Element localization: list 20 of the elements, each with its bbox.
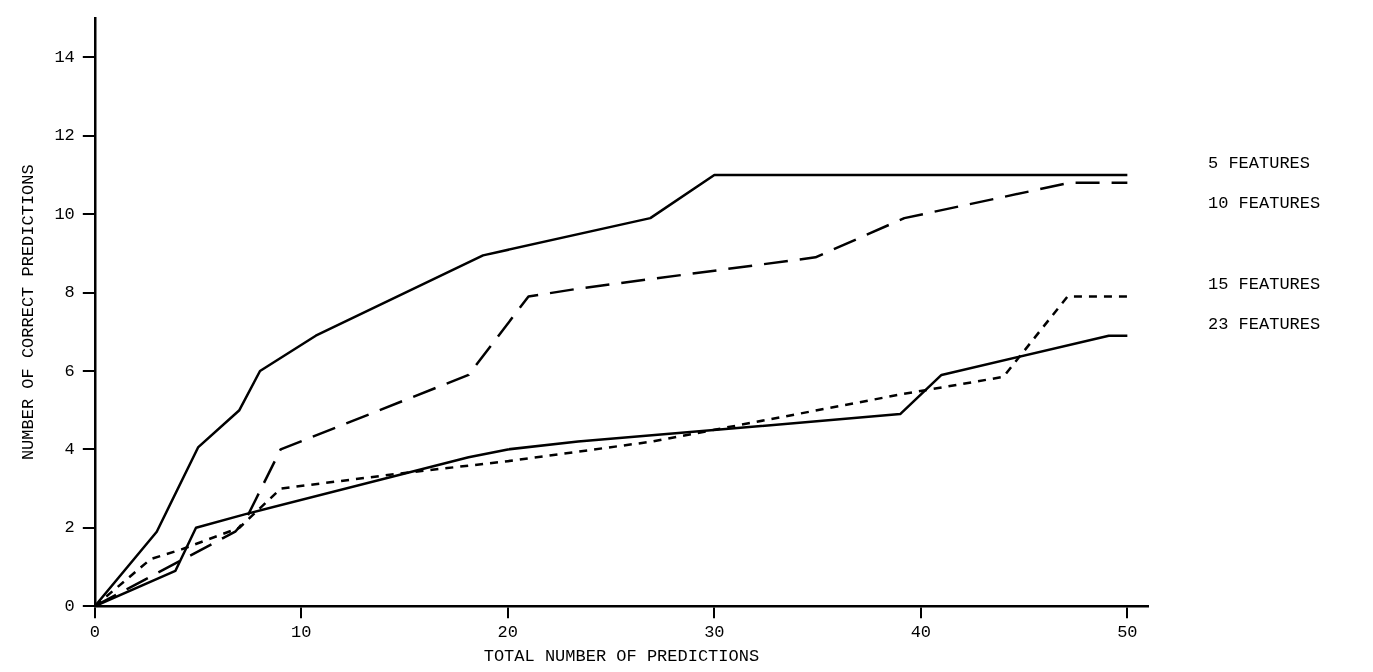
x-axis-title: TOTAL NUMBER OF PREDICTIONS [483, 647, 760, 667]
y-tick-label: 2 [64, 518, 75, 538]
x-tick-label: 30 [704, 622, 725, 642]
y-axis-title: NUMBER OF CORRECT PREDICTIONS [18, 164, 38, 461]
y-tick-label: 4 [64, 439, 75, 459]
x-tick-label: 0 [89, 622, 100, 642]
text: 15 FEATURES [1208, 275, 1321, 295]
x-tick-label: 40 [910, 622, 932, 642]
y-tick-label: 12 [54, 126, 75, 146]
y-tick-label: 0 [64, 596, 75, 616]
y-tick-label: 6 [64, 361, 75, 381]
text: 5 FEATURES [1208, 153, 1311, 173]
y-tick-label: 14 [54, 47, 75, 67]
x-tick-label: 20 [497, 622, 519, 642]
x-tick-label: 10 [291, 622, 312, 642]
text: 23 FEATURES [1208, 315, 1321, 335]
y-tick-label: 10 [54, 204, 75, 224]
y-tick-label: 8 [64, 283, 75, 303]
text: 10 FEATURES [1208, 193, 1321, 213]
x-tick-label: 50 [1117, 622, 1138, 642]
